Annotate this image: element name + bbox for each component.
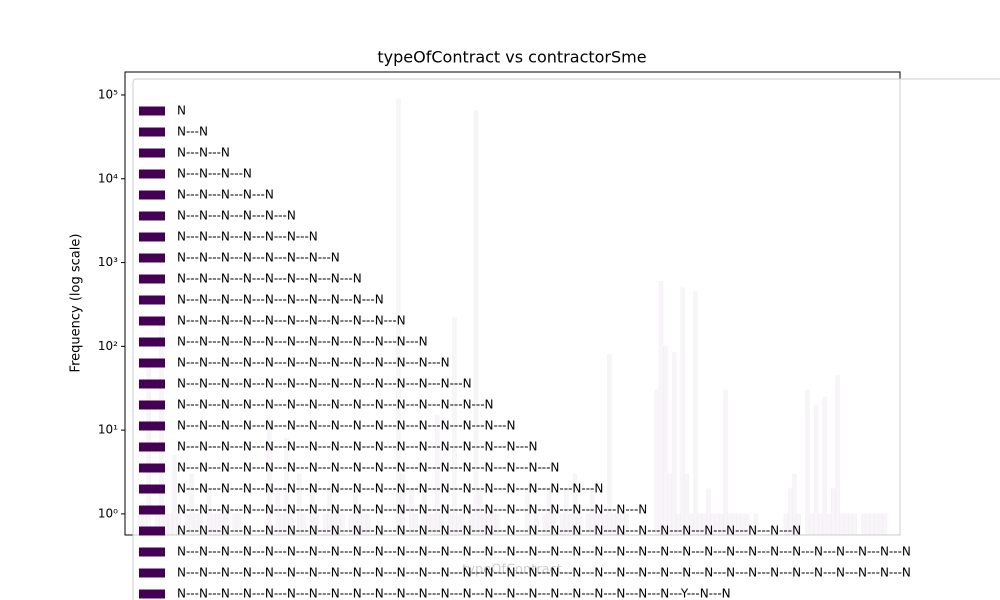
legend-patch — [139, 421, 165, 431]
y-tick-label: 10⁰ — [98, 506, 118, 520]
legend-label: N---N---N---N---N---N---N---N---N — [177, 272, 362, 286]
legend-label: N---N---N---N---N---N---N---N---N---N---… — [177, 545, 911, 559]
y-tick-label: 10² — [98, 339, 118, 353]
legend-patch — [139, 526, 165, 536]
legend-label: N---N---N---N---N---N---N---N---N---N---… — [177, 356, 450, 370]
legend-label: N---N---N---N---N---N---N---N---N---N---… — [177, 587, 731, 600]
legend-label: N---N---N---N---N---N---N---N---N---N---… — [177, 398, 494, 412]
legend-label: N---N---N---N---N---N---N---N---N---N---… — [177, 335, 428, 349]
legend-patch — [139, 232, 165, 242]
legend-label: N---N---N---N---N---N---N — [177, 230, 318, 244]
legend-patch — [139, 547, 165, 557]
y-tick-label: 10⁵ — [98, 87, 118, 101]
chart-title: typeOfContract vs contractorSme — [377, 48, 646, 67]
legend-patch — [139, 274, 165, 284]
legend-patch — [139, 463, 165, 473]
legend-patch — [139, 295, 165, 305]
legend-patch — [139, 211, 165, 221]
legend-label: N---N---N---N---N---N---N---N---N---N — [177, 293, 384, 307]
legend-label: N---N---N---N---N---N---N---N---N---N---… — [177, 566, 911, 580]
legend-box — [132, 78, 1000, 600]
legend-label: N---N---N---N---N---N---N---N---N---N---… — [177, 440, 537, 454]
legend-patch — [139, 568, 165, 578]
legend-label: N---N — [177, 125, 208, 139]
legend-label: N---N---N---N---N---N---N---N---N---N---… — [177, 503, 647, 517]
legend-label: N---N---N---N — [177, 167, 252, 181]
legend-patch — [139, 127, 165, 137]
legend-patch — [139, 442, 165, 452]
legend-label: N---N---N — [177, 146, 230, 160]
legend-label: N---N---N---N---N---N---N---N---N---N---… — [177, 314, 406, 328]
legend-label: N---N---N---N---N---N---N---N — [177, 251, 340, 265]
legend-patch — [139, 253, 165, 263]
legend-label: N — [177, 104, 186, 118]
legend-label: N---N---N---N---N---N — [177, 209, 296, 223]
y-tick-label: 10¹ — [98, 423, 118, 437]
legend-label: N---N---N---N---N---N---N---N---N---N---… — [177, 377, 472, 391]
legend-patch — [139, 337, 165, 347]
legend-patch — [139, 106, 165, 116]
legend-label: N---N---N---N---N---N---N---N---N---N---… — [177, 461, 559, 475]
legend-label: N---N---N---N---N---N---N---N---N---N---… — [177, 419, 515, 433]
legend-patch — [139, 400, 165, 410]
y-tick-label: 10³ — [98, 255, 118, 269]
legend-patch — [139, 190, 165, 200]
legend-patch — [139, 358, 165, 368]
legend-patch — [139, 148, 165, 158]
y-axis-label: Frequency (log scale) — [69, 234, 84, 373]
legend-patch — [139, 169, 165, 179]
legend-label: N---N---N---N---N---N---N---N---N---N---… — [177, 482, 603, 496]
legend-patch — [139, 589, 165, 599]
legend-label: N---N---N---N---N---N---N---N---N---N---… — [177, 524, 801, 538]
legend-patch — [139, 379, 165, 389]
legend-patch — [139, 484, 165, 494]
y-tick-label: 10⁴ — [98, 171, 118, 185]
legend-patch — [139, 316, 165, 326]
legend-label: N---N---N---N---N — [177, 188, 274, 202]
legend-patch — [139, 505, 165, 515]
